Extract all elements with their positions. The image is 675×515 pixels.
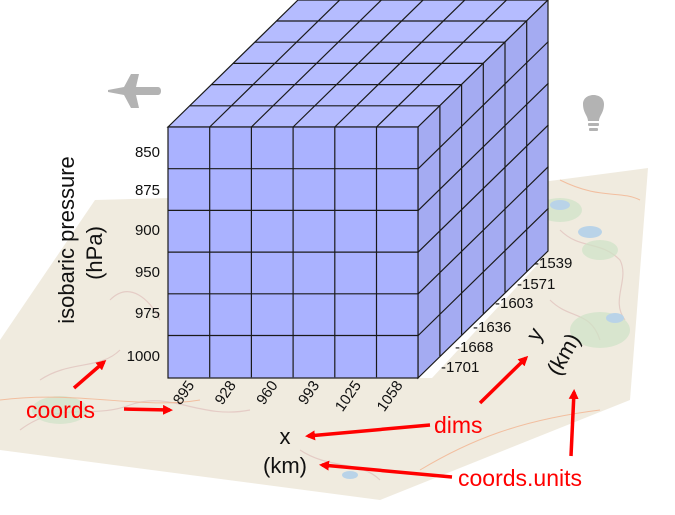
- coords-annotation: coords: [26, 397, 95, 423]
- airplane-icon: [108, 74, 161, 108]
- units-arrow-to-x-unit: [319, 460, 453, 479]
- pressure-axis: 850 875 900 950 975 1000 isobaric pressure (h…: [54, 144, 160, 365]
- x-axis-unit: (km): [263, 453, 307, 478]
- coords-arrow-to-x: [123, 404, 173, 415]
- y-tick-label: -1571: [517, 276, 555, 293]
- y-tick-label: -1539: [534, 255, 572, 272]
- dims-arrow-to-y: [478, 355, 529, 405]
- lightbulb-icon: [583, 95, 604, 131]
- x-axis-name: x: [280, 424, 291, 449]
- y-tick-label: -1701: [441, 359, 479, 376]
- pressure-tick-label: 900: [135, 222, 160, 239]
- pressure-axis-unit: (hPa): [82, 226, 107, 280]
- pressure-tick-label: 950: [135, 264, 160, 281]
- pressure-tick-label: 875: [135, 182, 160, 199]
- side-grid-depth: [417, 207, 549, 336]
- pressure-axis-label: isobaric pressure: [54, 156, 79, 324]
- pressure-tick-label: 850: [135, 144, 160, 161]
- dims-arrow-to-x: [305, 423, 431, 441]
- cube-grid-lines: [168, 0, 549, 378]
- annotations: coords dims coords.units: [26, 355, 582, 491]
- map-underlay: [0, 168, 648, 500]
- units-arrow-to-y-unit: [568, 389, 579, 457]
- y-tick-label: -1636: [473, 319, 511, 336]
- data-cube: [166, 0, 549, 380]
- pressure-tick-label: 1000: [127, 348, 160, 365]
- coords-units-annotation: coords.units: [458, 465, 582, 491]
- dims-annotation: dims: [434, 412, 483, 438]
- coords-arrow-to-pressure: [72, 360, 107, 390]
- y-tick-label: -1603: [495, 295, 533, 312]
- pressure-tick-label: 975: [135, 305, 160, 322]
- y-tick-label: -1668: [455, 339, 493, 356]
